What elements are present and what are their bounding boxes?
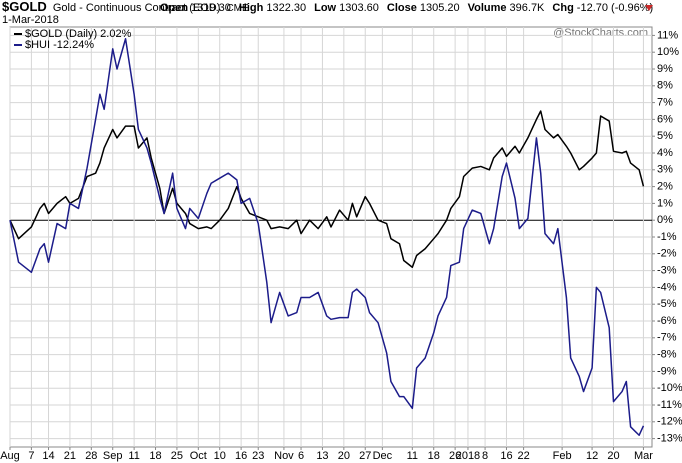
y-tick-label: -6% (657, 315, 677, 327)
stat-value: 1319.30 (191, 2, 231, 14)
y-tick-label: 1% (657, 197, 673, 209)
date: 1-Mar-2018 (2, 14, 59, 26)
x-tick-label: 11 (407, 450, 418, 462)
y-tick-label: 5% (657, 130, 673, 142)
x-tick-label: 26 (449, 450, 461, 462)
x-tick-label: 12 (586, 450, 598, 462)
y-tick-label: 6% (657, 113, 673, 125)
y-tick-label: -9% (657, 365, 677, 377)
x-tick-label: Feb (553, 450, 572, 462)
x-tick-label: Mar (634, 450, 653, 462)
x-tick-label: 2018 (456, 450, 480, 462)
series-line (9, 110, 645, 268)
stat-label: Volume (468, 2, 507, 14)
y-tick-label: 8% (657, 80, 673, 92)
stat-label: Low (314, 2, 336, 14)
y-tick-label: 7% (657, 97, 673, 109)
watermark: @StockCharts.com (553, 27, 648, 39)
x-tick-label: Aug (0, 450, 20, 462)
series-line (9, 38, 645, 436)
stat-value: -12.70 (-0.96%) (577, 2, 653, 14)
x-tick-label: Sep (103, 450, 123, 462)
legend-label: $GOLD (Daily) 2.02% (25, 28, 132, 40)
header: $GOLD Gold - Continuous Contract (EOD) C… (2, 0, 249, 14)
y-tick-label: -2% (657, 248, 677, 260)
stat-value: 396.7K (510, 2, 546, 14)
y-tick-label: -12% (657, 416, 682, 428)
x-tick-label: Oct (190, 450, 207, 462)
x-tick-label: 23 (252, 450, 264, 462)
y-tick-label: 9% (657, 63, 673, 75)
y-tick-label: -8% (657, 349, 677, 361)
x-tick-label: 18 (149, 450, 161, 462)
legend-label: $HUI -12.24% (25, 39, 94, 51)
down-arrow (645, 5, 653, 11)
y-tick-label: -7% (657, 332, 677, 344)
x-tick-label: 8 (482, 450, 488, 462)
x-tick-label: 27 (359, 450, 371, 462)
x-tick-label: 14 (42, 450, 54, 462)
y-tick-label: -10% (657, 382, 682, 394)
y-tick-label: -4% (657, 281, 677, 293)
y-tick-label: -11% (657, 399, 682, 411)
x-tick-label: 16 (235, 450, 247, 462)
x-tick-label: 10 (214, 450, 226, 462)
y-tick-label: -5% (657, 298, 677, 310)
stat-value: 1303.60 (339, 2, 379, 14)
y-tick-label: 4% (657, 147, 673, 159)
x-tick-label: 28 (85, 450, 97, 462)
x-tick-label: 20 (607, 450, 619, 462)
x-tick-label: 13 (316, 450, 328, 462)
stat-value: 1305.20 (420, 2, 460, 14)
chart-title: Gold - Continuous Contract (EOD) (53, 2, 221, 14)
y-tick-label: -13% (657, 433, 682, 445)
stat-label: Close (387, 2, 417, 14)
y-tick-label: 3% (657, 164, 673, 176)
x-tick-label: 22 (517, 450, 529, 462)
x-tick-label: 21 (64, 450, 76, 462)
y-tick-label: 10% (657, 46, 679, 58)
y-tick-label: 0% (657, 214, 673, 226)
x-tick-label: Nov (274, 450, 294, 462)
stats: Open 1319.30 High 1322.30 Low 1303.60 Close 130… (160, 2, 653, 14)
y-tick-label: -3% (657, 265, 677, 277)
y-tick-label: 11% (657, 29, 678, 41)
x-tick-label: 6 (298, 450, 304, 462)
x-tick-label: 16 (500, 450, 512, 462)
stat-label: High (239, 2, 264, 14)
stat-label: Open (160, 2, 188, 14)
x-tick-label: 20 (338, 450, 350, 462)
y-tick-label: 2% (657, 181, 673, 193)
exchange: CME (226, 3, 249, 14)
stat-label: Chg (552, 2, 573, 14)
stat-value: 1322.30 (266, 2, 306, 14)
x-tick-label: 7 (28, 450, 34, 462)
symbol: $GOLD (2, 0, 47, 14)
y-tick-label: -1% (657, 231, 677, 243)
x-tick-label: 18 (428, 450, 440, 462)
x-tick-label: Dec (373, 450, 393, 462)
x-tick-label: 11 (128, 450, 139, 462)
x-tick-label: 25 (171, 450, 183, 462)
